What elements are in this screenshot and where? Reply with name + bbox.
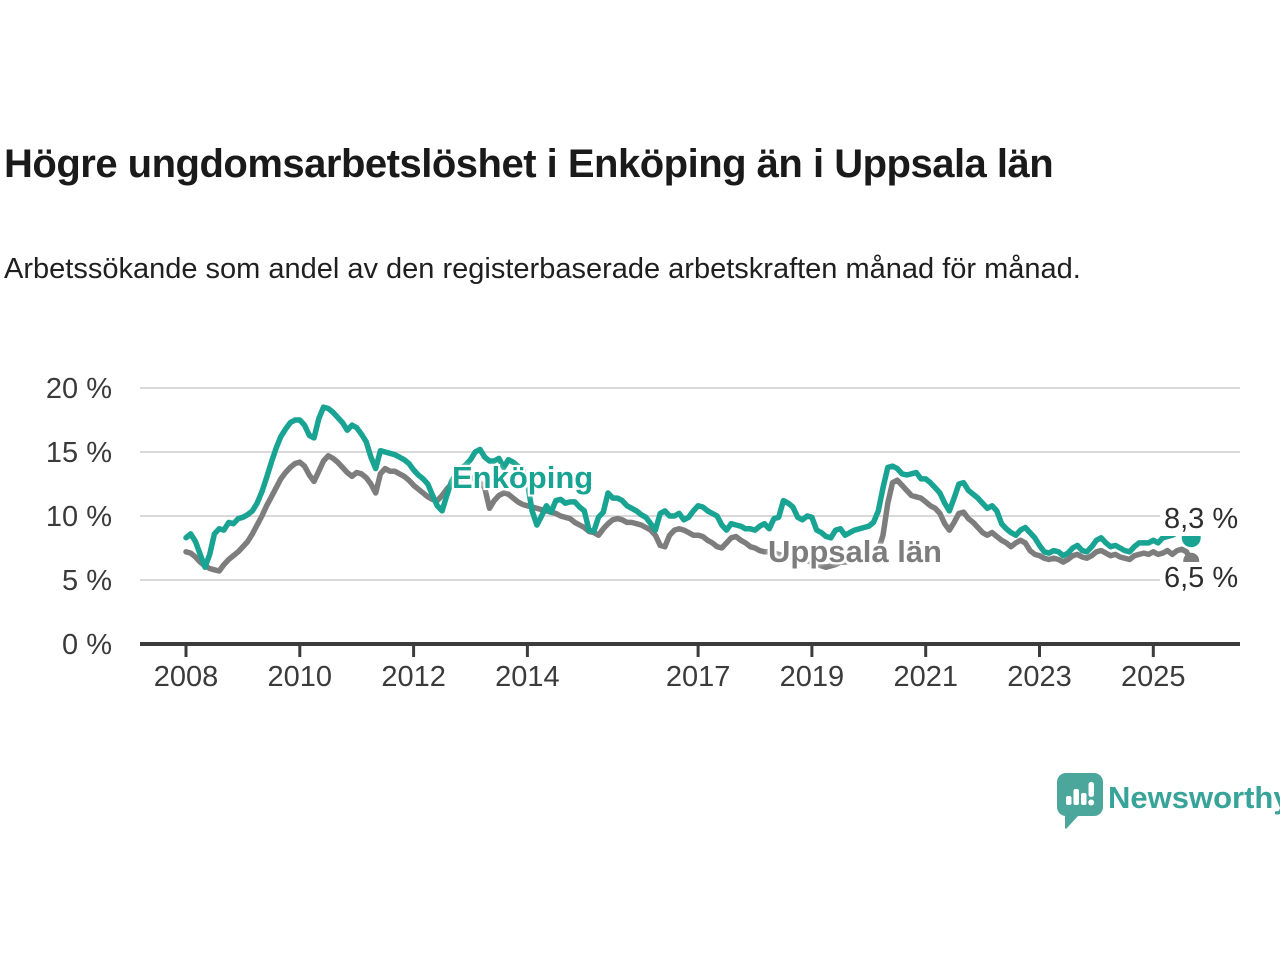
x-tick-label-2019: 2019 [780, 661, 845, 693]
series-line-enkoping [183, 404, 1194, 570]
enkoping-series-label: Enköping [452, 460, 594, 495]
page-subtitle: Arbetssökande som andel av den registerb… [4, 253, 1081, 285]
newsworthy-logo-icon [1056, 773, 1103, 829]
x-tick-label-2017: 2017 [666, 661, 731, 693]
y-tick-label-5: 5 % [62, 565, 112, 597]
y-tick-label-10: 10 % [46, 501, 112, 533]
enkoping-end-value-label: 8,3 % [1160, 503, 1243, 536]
speech-bubble-shape [1056, 773, 1103, 829]
y-tick-label-20: 20 % [46, 373, 112, 405]
x-tick-label-2010: 2010 [268, 661, 333, 693]
bar-1 [1066, 796, 1072, 805]
bar-2 [1073, 789, 1079, 805]
unemployment-line-chart: 0 % 5 % 10 % 15 % 20 % 2008 2010 2012 2014 2017 20… [46, 373, 1240, 693]
exclamation-bar [1088, 782, 1094, 797]
y-tick-label-0: 0 % [62, 629, 112, 661]
x-tick-label-2025: 2025 [1121, 661, 1186, 693]
page-title: Högre ungdomsarbetslöshet i Enköping än … [4, 142, 1054, 186]
brand-wordmark: Newsworthy [1108, 780, 1280, 815]
bar-3 [1081, 793, 1087, 805]
uppsala-end-value-label: 6,5 % [1160, 562, 1243, 595]
x-tick-label-2008: 2008 [154, 661, 219, 693]
series-line-uppsala [183, 453, 1194, 574]
exclamation-dot [1088, 799, 1095, 806]
brand-footer: Newsworthy [1056, 770, 1280, 830]
uppsala-series-label: Uppsala län [768, 534, 942, 569]
x-tick-label-2014: 2014 [495, 661, 560, 693]
y-tick-label-15: 15 % [46, 437, 112, 469]
x-tick-label-2012: 2012 [381, 661, 446, 693]
x-tick-label-2023: 2023 [1007, 661, 1072, 693]
x-tick-label-2021: 2021 [893, 661, 958, 693]
